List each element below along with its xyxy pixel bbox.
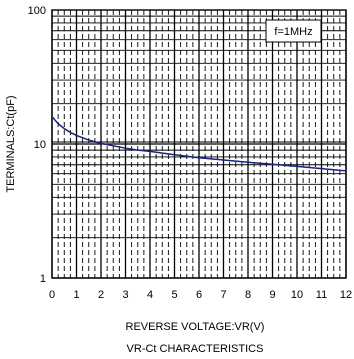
x-tick-label: 6 bbox=[196, 289, 202, 301]
x-tick-labels: 0 1 2 3 4 5 6 7 8 9 10 11 12 bbox=[49, 289, 352, 301]
x-tick-label: 2 bbox=[98, 289, 104, 301]
annotation-box: f=1MHz bbox=[265, 19, 322, 43]
series-line-0 bbox=[51, 116, 347, 172]
plot-frame bbox=[51, 9, 347, 279]
y-tick-labels: 1 10 100 bbox=[28, 5, 46, 285]
y-axis-label: TERMINALS:Ct(pF) bbox=[5, 95, 17, 192]
x-tick-label: 0 bbox=[49, 289, 55, 301]
x-tick-label: 9 bbox=[269, 289, 275, 301]
y-tick-label: 1 bbox=[40, 273, 46, 285]
x-tick-label: 3 bbox=[122, 289, 128, 301]
x-tick-label: 4 bbox=[147, 289, 153, 301]
x-tick-label: 8 bbox=[245, 289, 251, 301]
annotation-label: f=1MHz bbox=[274, 26, 312, 38]
chart-title: VR-Ct CHARACTERISTICS bbox=[127, 343, 264, 355]
x-tick-label: 11 bbox=[316, 289, 327, 301]
x-tick-label: 7 bbox=[220, 289, 226, 301]
y-tick-label: 100 bbox=[28, 5, 46, 17]
x-axis-label: REVERSE VOLTAGE:VR(V) bbox=[126, 321, 265, 333]
y-tick-label: 10 bbox=[34, 139, 46, 151]
x-tick-label: 1 bbox=[73, 289, 79, 301]
series-layer bbox=[51, 116, 347, 172]
x-tick-label: 5 bbox=[171, 289, 177, 301]
annotation-frame bbox=[265, 19, 322, 43]
x-tick-label: 10 bbox=[291, 289, 303, 301]
x-tick-label: 12 bbox=[340, 289, 352, 301]
